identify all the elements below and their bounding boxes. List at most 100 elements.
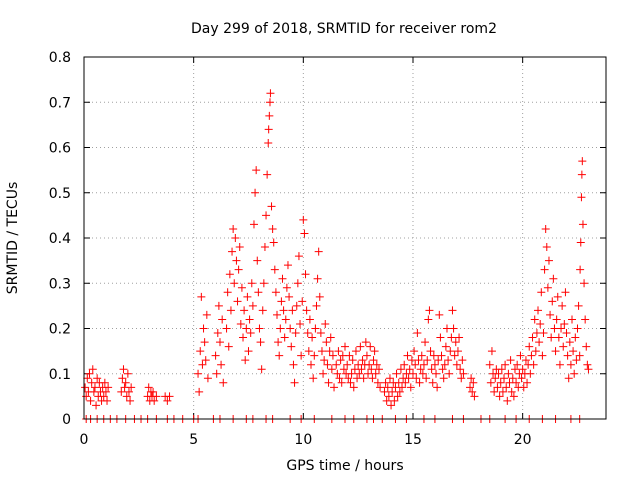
data-point: [395, 387, 404, 396]
data-point: [239, 333, 248, 342]
data-point: [563, 351, 572, 360]
data-point: [93, 374, 102, 383]
data-point: [578, 220, 587, 229]
data-point: [233, 297, 242, 306]
x-axis-label: GPS time / hours: [286, 458, 403, 474]
data-point: [83, 374, 92, 383]
data-point: [273, 310, 282, 319]
data-point: [99, 392, 108, 401]
data-point: [262, 211, 271, 220]
data-point: [434, 356, 443, 365]
data-point: [211, 351, 220, 360]
data-point: [283, 261, 292, 270]
data-point: [269, 238, 278, 247]
data-point: [560, 319, 569, 328]
data-point: [232, 256, 241, 265]
data-point: [405, 365, 414, 374]
data-point: [197, 292, 206, 301]
data-point: [444, 356, 453, 365]
chart-title: Day 299 of 2018, SRMTID for receiver rom…: [191, 21, 497, 37]
data-point: [256, 338, 265, 347]
data-point: [287, 342, 296, 351]
y-tick-label: 0: [62, 412, 71, 428]
data-point: [222, 324, 231, 333]
data-point: [552, 315, 561, 324]
data-point: [308, 333, 317, 342]
data-point: [278, 274, 287, 283]
data-point: [235, 243, 244, 252]
data-point: [144, 383, 153, 392]
y-tick-label: 0.8: [49, 50, 71, 66]
data-point: [223, 288, 232, 297]
data-point: [328, 351, 337, 360]
data-point: [282, 283, 291, 292]
data-point: [425, 306, 434, 315]
data-point: [426, 347, 435, 356]
data-point: [543, 283, 552, 292]
data-point: [260, 243, 269, 252]
data-point: [428, 378, 437, 387]
data-point: [581, 315, 590, 324]
data-point: [124, 387, 133, 396]
data-point: [336, 356, 345, 365]
data-point: [212, 369, 221, 378]
data-point: [333, 369, 342, 378]
data-point: [289, 360, 298, 369]
data-point: [349, 383, 358, 392]
data-point: [452, 360, 461, 369]
y-tick-label: 0.4: [49, 231, 71, 247]
data-point: [310, 351, 319, 360]
data-point: [288, 306, 297, 315]
data-point: [396, 365, 405, 374]
data-point: [469, 378, 478, 387]
data-point: [542, 243, 551, 252]
data-point: [271, 288, 280, 297]
data-point: [441, 342, 450, 351]
data-point: [127, 383, 136, 392]
data-point: [334, 347, 343, 356]
data-point: [494, 369, 503, 378]
data-point: [367, 365, 376, 374]
data-point: [466, 383, 475, 392]
data-point: [302, 306, 311, 315]
data-point: [387, 401, 396, 410]
data-point: [279, 306, 288, 315]
data-point: [263, 170, 272, 179]
data-point: [246, 329, 255, 338]
data-point: [249, 220, 258, 229]
data-point: [406, 383, 415, 392]
data-point: [549, 274, 558, 283]
data-point: [337, 378, 346, 387]
data-point: [280, 333, 289, 342]
data-point: [410, 347, 419, 356]
data-point: [502, 383, 511, 392]
data-point: [580, 279, 589, 288]
data-point: [122, 392, 131, 401]
data-point: [382, 396, 391, 405]
data-point: [390, 396, 399, 405]
data-point: [203, 374, 212, 383]
data-point: [470, 392, 479, 401]
data-point: [438, 365, 447, 374]
data-point: [365, 360, 374, 369]
data-point: [455, 333, 464, 342]
data-point: [224, 342, 233, 351]
data-point: [87, 378, 96, 387]
data-point: [487, 347, 496, 356]
data-point: [277, 297, 286, 306]
data-point: [374, 365, 383, 374]
data-point: [195, 387, 204, 396]
data-point: [355, 369, 364, 378]
data-point: [299, 215, 308, 224]
data-point: [445, 369, 454, 378]
y-tick-label: 0.2: [49, 322, 71, 338]
data-point: [264, 125, 273, 134]
data-point: [490, 387, 499, 396]
data-point: [126, 396, 135, 405]
y-axis-label: SRMTID / TECUs: [5, 182, 21, 295]
data-point: [575, 351, 584, 360]
data-point: [274, 338, 283, 347]
data-point: [199, 324, 208, 333]
data-point: [582, 342, 591, 351]
data-point: [380, 387, 389, 396]
